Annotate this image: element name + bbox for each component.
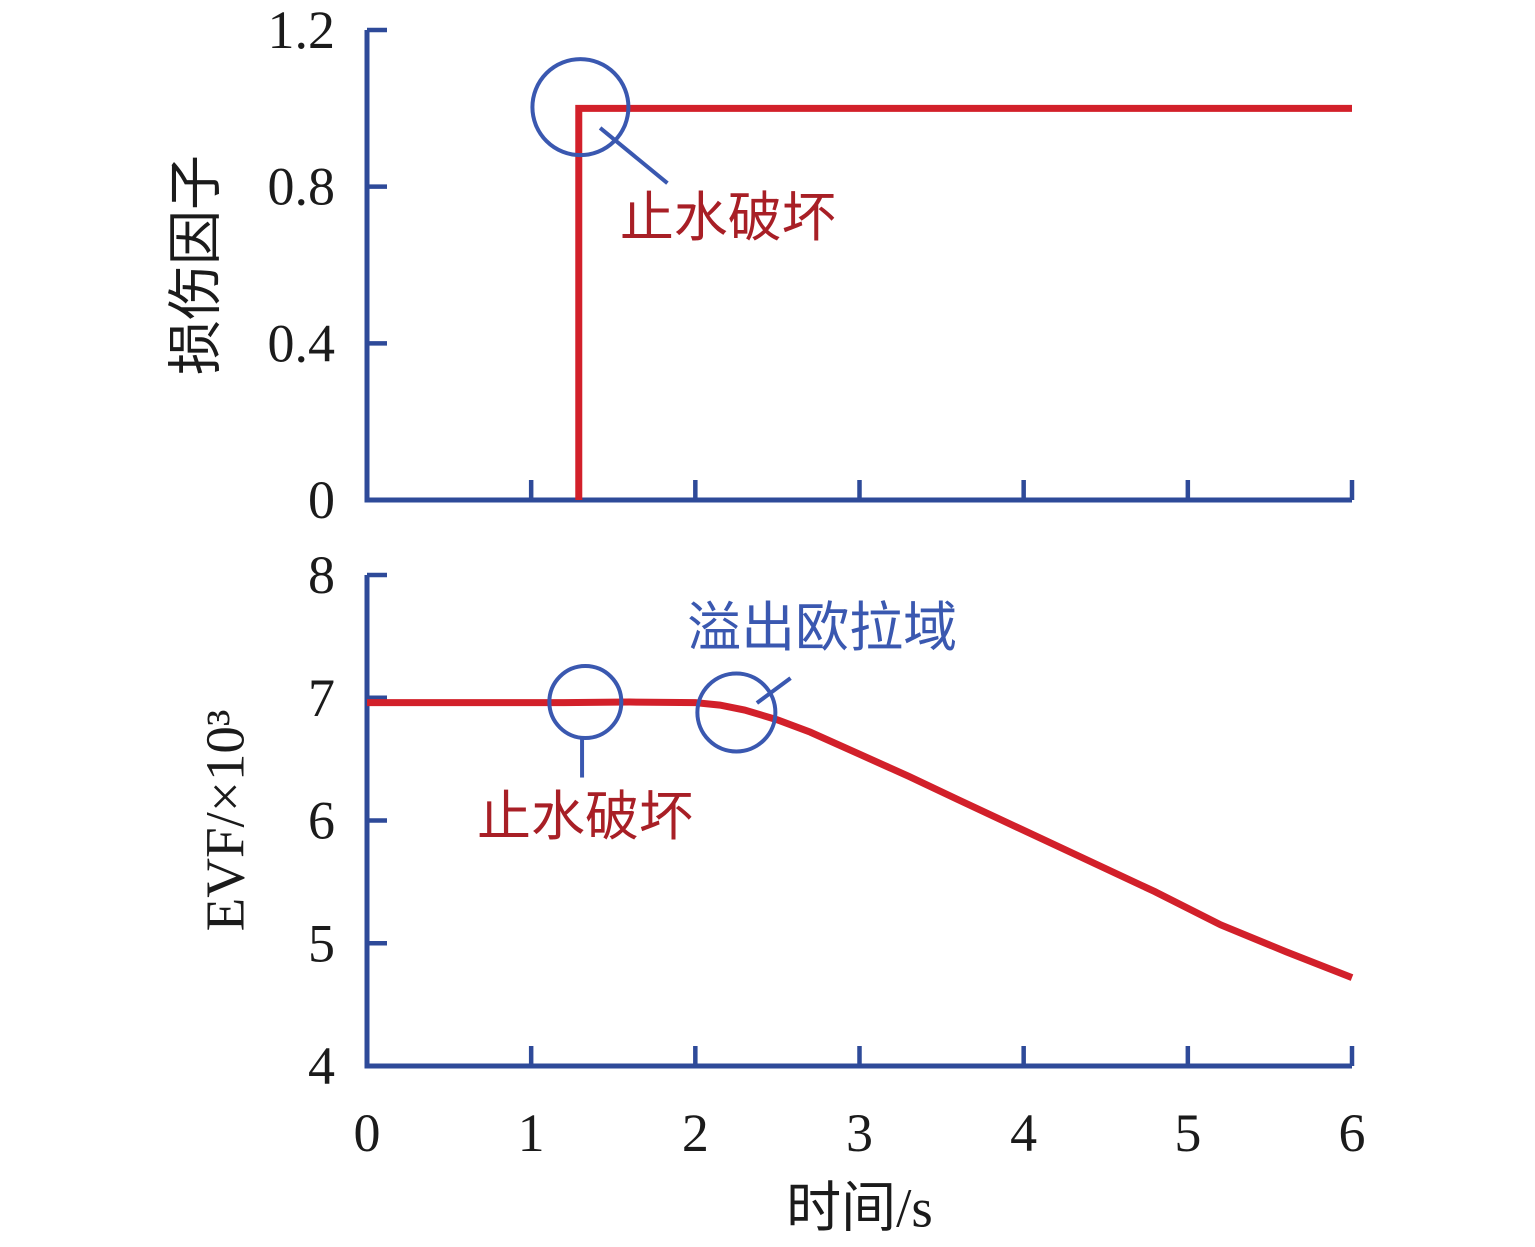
evf-y-tick-label-8: 8 — [308, 545, 335, 605]
evf-x-tick-label-1: 1 — [518, 1103, 545, 1163]
evf-curve — [367, 698, 1354, 981]
damage-factor-y-tick-label-0.8: 0.8 — [268, 157, 336, 217]
damage-factor-y-tick-label-1.2: 1.2 — [268, 0, 336, 60]
evf-annotation-circle-3 — [695, 671, 778, 754]
evf-y-tick-label-6: 6 — [308, 791, 335, 851]
damage-factor-step — [575, 104, 1352, 500]
evf-x-tick-label-0: 0 — [354, 1103, 381, 1163]
evf-x-tick-label-6: 6 — [1339, 1103, 1366, 1163]
evf-annotation-leader-4 — [755, 676, 792, 705]
damage-factor-y-tick-label-0: 0 — [308, 470, 335, 530]
evf-plot: 4 5 6 7 8 0 1 2 3 4 5 6 EVF/×10³ 时间/s 止水破坏 溢出欧拉域 — [195, 545, 1366, 1239]
damage-factor-annotation-circle-0 — [530, 57, 631, 158]
evf-y-axis-label: EVF/×10³ — [195, 710, 256, 932]
evf-annotation-text-5: 溢出欧拉域 — [687, 598, 957, 658]
damage-factor-annotation-leader-1 — [598, 126, 669, 185]
evf-x-tick-label-5: 5 — [1174, 1103, 1201, 1163]
evf-annotation-text-2: 止水破坏 — [477, 787, 693, 847]
evf-x-axis-label: 时间/s — [786, 1178, 933, 1239]
evf-x-tick-label-4: 4 — [1010, 1103, 1037, 1163]
damage-factor-y-axis-label: 损伤因子 — [166, 155, 227, 375]
evf-y-tick-label-4: 4 — [308, 1036, 335, 1096]
damage-factor-y-tick-label-0.4: 0.4 — [268, 313, 336, 373]
damage-factor-plot: 0 0.4 0.8 1.2 损伤因子 止水破坏 — [166, 0, 1355, 530]
evf-y-tick-label-7: 7 — [308, 668, 335, 728]
evf-y-tick-label-5: 5 — [308, 913, 335, 973]
evf-annotation-circle-0 — [547, 664, 624, 741]
damage-factor-annotation-text-2: 止水破坏 — [620, 188, 836, 248]
evf-x-tick-label-3: 3 — [846, 1103, 873, 1163]
evf-x-tick-label-2: 2 — [682, 1103, 709, 1163]
